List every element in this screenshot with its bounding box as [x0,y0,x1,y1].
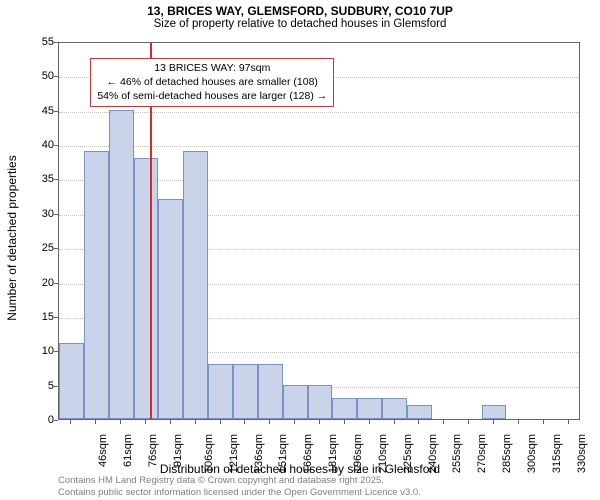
xtick-label: 136sqm [253,434,265,473]
xtick-mark [170,420,171,424]
xtick-mark [443,420,444,424]
ytick-label: 20 [26,277,54,289]
footer-line-2: Contains public sector information licen… [58,487,421,498]
attribution-footer: Contains HM Land Registry data © Crown c… [58,475,421,498]
ytick-label: 5 [26,380,54,392]
ytick-mark [54,283,58,284]
xtick-mark [195,420,196,424]
bar [308,385,333,419]
bar [84,151,109,419]
xtick-mark [394,420,395,424]
gridline [59,146,579,147]
xtick-label: 91sqm [172,434,184,467]
xtick-mark [543,420,544,424]
ytick-label: 35 [26,173,54,185]
bar [208,364,233,419]
xtick-label: 76sqm [147,434,159,467]
ytick-label: 15 [26,311,54,323]
ytick-mark [54,111,58,112]
title-line-1: 13, BRICES WAY, GLEMSFORD, SUDBURY, CO10… [0,4,600,18]
xtick-label: 210sqm [377,434,389,473]
xtick-label: 106sqm [203,434,215,473]
xtick-label: 166sqm [302,434,314,473]
bar [332,398,357,419]
xtick-label: 285sqm [501,434,513,473]
xtick-mark [319,420,320,424]
xtick-label: 46sqm [97,434,109,467]
ytick-label: 0 [26,414,54,426]
ytick-mark [54,386,58,387]
ytick-mark [54,351,58,352]
ytick-mark [54,420,58,421]
callout-line: 54% of semi-detached houses are larger (… [97,89,327,103]
xtick-mark [294,420,295,424]
xtick-label: 151sqm [278,434,290,473]
bar [109,110,134,419]
xtick-mark [145,420,146,424]
callout-line: 13 BRICES WAY: 97sqm [97,61,327,75]
bar [59,343,84,419]
ytick-label: 30 [26,208,54,220]
ytick-mark [54,76,58,77]
xtick-mark [244,420,245,424]
bar [357,398,382,419]
ytick-label: 25 [26,242,54,254]
xtick-label: 61sqm [122,434,134,467]
xtick-mark [468,420,469,424]
xtick-label: 315sqm [551,434,563,473]
xtick-mark [568,420,569,424]
xtick-mark [95,420,96,424]
ytick-mark [54,317,58,318]
xtick-label: 196sqm [352,434,364,473]
xtick-mark [120,420,121,424]
footer-line-1: Contains HM Land Registry data © Crown c… [58,475,421,486]
bar [233,364,258,419]
ytick-mark [54,42,58,43]
xtick-mark [220,420,221,424]
xtick-mark [369,420,370,424]
ytick-mark [54,179,58,180]
callout-line: ← 46% of detached houses are smaller (10… [97,75,327,89]
xtick-mark [518,420,519,424]
callout-box: 13 BRICES WAY: 97sqm← 46% of detached ho… [90,58,334,107]
xtick-mark [269,420,270,424]
ytick-label: 55 [26,36,54,48]
ytick-label: 10 [26,345,54,357]
gridline [59,112,579,113]
bar [258,364,283,419]
title-line-2: Size of property relative to detached ho… [0,18,600,30]
bar [482,405,507,419]
ytick-label: 50 [26,70,54,82]
xtick-label: 240sqm [427,434,439,473]
bar [382,398,407,419]
xtick-label: 181sqm [327,434,339,473]
plot-area: 13 BRICES WAY: 97sqm← 46% of detached ho… [58,42,580,420]
bar [158,199,183,419]
xtick-label: 270sqm [476,434,488,473]
bar [134,158,159,419]
bar [183,151,208,419]
ytick-mark [54,214,58,215]
xtick-label: 255sqm [452,434,464,473]
y-axis-label: Number of detached properties [5,155,19,320]
bar [407,405,432,419]
xtick-mark [493,420,494,424]
xtick-mark [70,420,71,424]
xtick-label: 330sqm [576,434,588,473]
ytick-mark [54,145,58,146]
chart-title: 13, BRICES WAY, GLEMSFORD, SUDBURY, CO10… [0,4,600,30]
bar [283,385,308,419]
xtick-mark [418,420,419,424]
ytick-label: 45 [26,105,54,117]
xtick-label: 225sqm [402,434,414,473]
xtick-label: 121sqm [228,434,240,473]
ytick-label: 40 [26,139,54,151]
ytick-mark [54,248,58,249]
xtick-mark [344,420,345,424]
xtick-label: 300sqm [526,434,538,473]
